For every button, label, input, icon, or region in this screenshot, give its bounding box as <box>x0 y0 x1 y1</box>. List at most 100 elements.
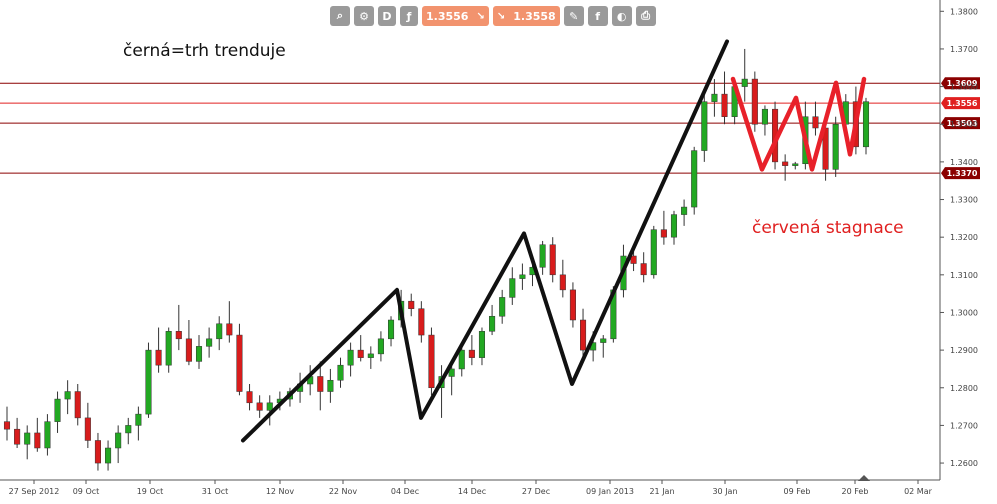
candle[interactable] <box>489 304 496 336</box>
x-tick-label: 27 Sep 2012 <box>9 487 60 496</box>
x-tick-label: 19 Oct <box>137 487 164 496</box>
candle[interactable] <box>14 417 21 448</box>
candle[interactable] <box>44 414 51 456</box>
y-tick-label: 1.3400 <box>950 158 978 167</box>
buy-arrow-icon: ↘ <box>496 10 506 22</box>
candle[interactable] <box>761 105 768 136</box>
candle[interactable] <box>650 225 657 279</box>
candle[interactable] <box>711 79 718 117</box>
scroll-marker-icon[interactable] <box>858 475 870 481</box>
candle[interactable] <box>721 71 728 125</box>
candle[interactable] <box>24 425 31 460</box>
candle[interactable] <box>681 199 688 226</box>
candle[interactable] <box>701 94 708 162</box>
x-tick-label: 04 Dec <box>391 487 419 496</box>
candle[interactable] <box>862 97 870 155</box>
candle[interactable] <box>387 316 395 347</box>
candle[interactable] <box>125 417 132 445</box>
candle[interactable] <box>832 116 839 177</box>
facebook-icon[interactable]: f <box>587 6 608 26</box>
candle[interactable] <box>135 406 142 441</box>
candle[interactable] <box>580 308 587 358</box>
candle[interactable] <box>670 210 678 245</box>
candle[interactable] <box>145 342 152 418</box>
candle[interactable] <box>115 425 122 464</box>
candle[interactable] <box>428 327 435 396</box>
candle[interactable] <box>175 304 182 351</box>
level-price-tag: 1.3556 <box>941 97 980 110</box>
timeframe-button[interactable]: D <box>378 6 396 26</box>
candle[interactable] <box>54 391 61 433</box>
candle[interactable] <box>640 252 647 283</box>
zoom-icon[interactable]: ⌕ <box>330 6 350 26</box>
candle[interactable] <box>185 320 192 366</box>
candle[interactable] <box>327 368 334 403</box>
candle[interactable] <box>741 48 748 102</box>
y-tick-label: 1.3000 <box>950 308 978 317</box>
candle[interactable] <box>94 432 101 471</box>
candle[interactable] <box>64 380 71 415</box>
x-tick-label: 09 Jan 2013 <box>586 487 634 496</box>
candle[interactable] <box>549 237 556 283</box>
candle[interactable] <box>367 346 374 369</box>
candle[interactable] <box>105 440 112 471</box>
candle[interactable] <box>569 282 576 328</box>
candle[interactable] <box>812 101 819 136</box>
candle[interactable] <box>165 327 172 373</box>
candle[interactable] <box>792 161 799 170</box>
sentiment-icon[interactable]: ◐ <box>611 6 632 26</box>
x-tick-label: 27 Dec <box>522 487 550 496</box>
x-tick-label: 12 Nov <box>266 487 295 496</box>
candle[interactable] <box>660 210 667 245</box>
buy-price: 1.3558 <box>513 9 556 23</box>
candle[interactable] <box>347 342 354 377</box>
candle[interactable] <box>559 259 566 298</box>
candle[interactable] <box>266 395 273 426</box>
trend-drawing-line[interactable] <box>241 39 729 443</box>
candle[interactable] <box>246 384 253 411</box>
candle[interactable] <box>34 417 41 452</box>
candle[interactable] <box>206 327 213 358</box>
buy-price-button[interactable]: ↘ 1.3558 <box>492 6 560 26</box>
chart-settings-icon[interactable]: ⚙ <box>354 6 374 26</box>
sell-price: 1.3556 <box>426 9 469 23</box>
candle[interactable] <box>226 301 233 343</box>
candle[interactable] <box>499 289 506 324</box>
x-tick-label: 30 Jan <box>712 487 737 496</box>
candle[interactable] <box>468 335 475 366</box>
candle[interactable] <box>74 384 81 426</box>
candle[interactable] <box>317 361 324 411</box>
x-tick-label: 31 Oct <box>202 487 229 496</box>
candle[interactable] <box>519 263 526 290</box>
drawing-tools-icon[interactable]: ✎ <box>563 6 584 26</box>
sell-price-button[interactable]: 1.3556 ↘ <box>422 6 489 26</box>
candle[interactable] <box>539 240 546 275</box>
indicators-icon[interactable]: ƒ <box>400 6 418 26</box>
candle[interactable] <box>155 327 162 373</box>
level-price-label: 1.3370 <box>947 169 978 178</box>
candle[interactable] <box>337 357 344 388</box>
candle[interactable] <box>600 335 607 358</box>
candle[interactable] <box>509 267 516 305</box>
candle[interactable] <box>478 327 486 366</box>
stagnation-drawing-line[interactable] <box>730 76 867 172</box>
candle[interactable] <box>256 395 263 418</box>
print-icon[interactable]: ⎙ <box>635 6 656 26</box>
candle[interactable] <box>236 323 243 396</box>
candle[interactable] <box>418 301 425 343</box>
candle[interactable] <box>3 406 11 441</box>
y-tick-label: 1.2600 <box>950 459 978 468</box>
candle[interactable] <box>377 331 384 362</box>
x-tick-label: 22 Nov <box>329 487 358 496</box>
candle[interactable] <box>195 335 203 369</box>
candle[interactable] <box>751 71 758 132</box>
y-tick-label: 1.2800 <box>950 384 978 393</box>
candle[interactable] <box>84 402 91 448</box>
candle[interactable] <box>357 335 364 362</box>
candle[interactable] <box>782 154 789 181</box>
candle[interactable] <box>691 146 698 215</box>
candle[interactable] <box>216 316 223 351</box>
candle[interactable] <box>408 293 415 317</box>
